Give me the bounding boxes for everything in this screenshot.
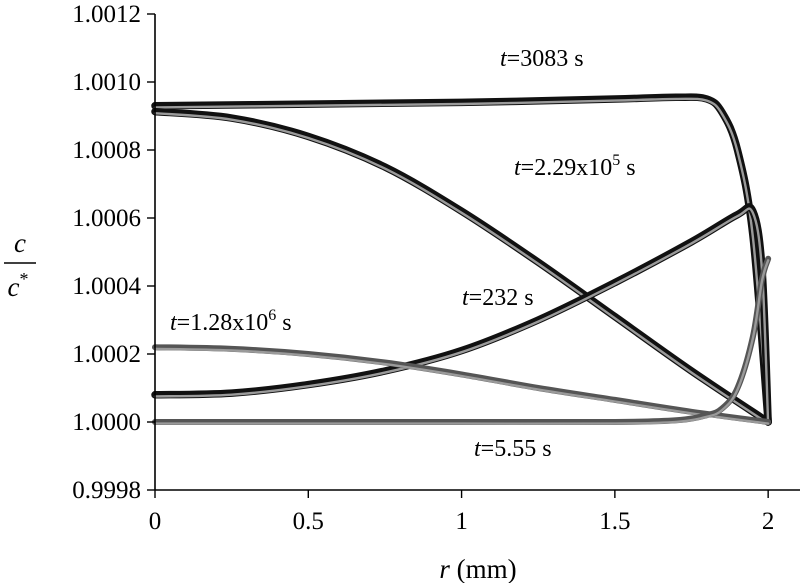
x-axis-title: r (mm) [439,554,516,583]
y-tick-label: 1.0008 [72,137,141,164]
y-tick-label: 1.0006 [72,205,141,232]
series-annotation-1: t=3083 s [500,46,584,72]
x-tick-label: 1 [455,508,468,535]
y-tick-label: 0.9998 [72,477,141,504]
series-annotation-4: t=1.28x106 s [170,307,292,336]
series-line-4 [152,344,772,425]
y-axis-title-denominator: c* [8,269,29,302]
y-tick-label: 1.0002 [72,341,141,368]
series-line-highlight-3 [153,207,770,425]
series-line-5 [152,255,772,426]
y-axis-title: c c* [4,228,36,302]
y-tick-label: 1.0012 [72,1,141,28]
ticks-layer: 0.9998 1.0000 1.0002 1.0004 1.0006 1.0008 1.00… [72,1,774,535]
y-axis-title-numerator: c [14,228,26,258]
y-tick-label: 1.0000 [72,409,141,436]
x-tick-label: 0 [149,508,162,535]
x-tick-label: 0.5 [293,508,324,535]
series-line-2 [151,107,772,426]
labels-layer: r (mm) c c* [4,228,517,583]
series-line-highlight-4 [153,347,770,425]
x-tick-label: 1.5 [599,508,630,535]
series-annotation-3: t=232 s [462,285,534,311]
x-tick-label: 2 [762,508,775,535]
series-line-highlight-5 [153,259,770,425]
y-tick-label: 1.0010 [72,69,141,96]
annotations-layer: t=3083 s t=2.29x105 s t=232 s t=1.28x106 s t… [170,46,636,462]
series-line-highlight-1 [153,97,770,425]
curves-layer [151,93,772,426]
series-annotation-5: t=5.55 s [474,436,552,462]
series-annotation-2: t=2.29x105 s [514,152,636,181]
series-line-highlight-2 [153,111,770,425]
y-tick-label: 1.0004 [72,273,141,300]
axes-layer [154,14,800,491]
